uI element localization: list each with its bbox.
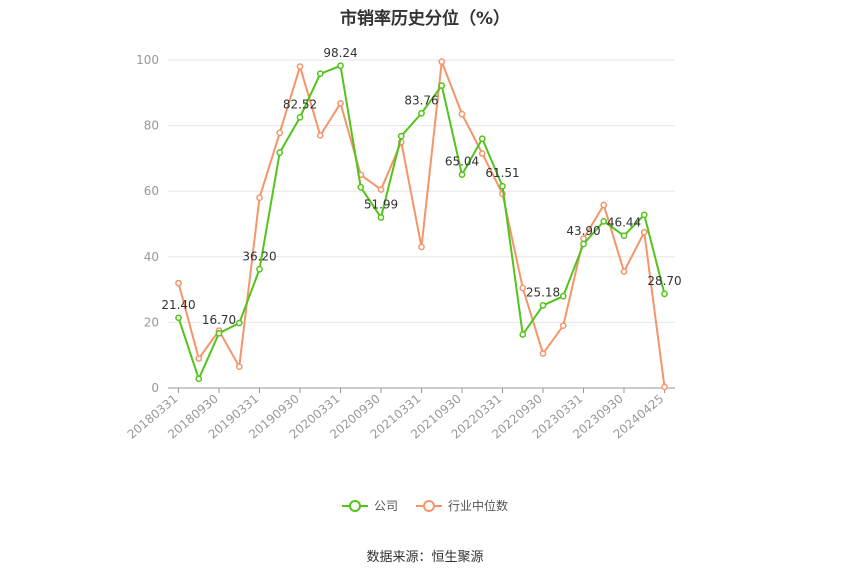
data-point-industry-median (195, 355, 203, 362)
data-point-company (296, 113, 304, 121)
data-point-industry-median (458, 110, 466, 118)
legend-swatch-industry-median (416, 499, 442, 513)
data-point-company (256, 265, 263, 273)
data-point-industry-median (600, 201, 608, 209)
data-point-company (661, 290, 668, 298)
y-tick-label: 0 (151, 381, 159, 395)
data-point-company (438, 82, 446, 89)
y-tick-label: 20 (144, 315, 159, 329)
data-point-industry-median (478, 150, 486, 157)
data-point-industry-median (438, 58, 446, 65)
data-label: 16.70 (202, 313, 236, 327)
data-label: 61.51 (485, 166, 519, 180)
data-label: 21.40 (161, 298, 195, 312)
data-label: 36.20 (242, 249, 276, 263)
data-point-company (580, 240, 587, 248)
legend-label-company: 公司 (373, 499, 398, 513)
data-point-industry-median (316, 132, 324, 139)
y-tick-label: 100 (136, 53, 159, 67)
data-label: 65.04 (445, 155, 479, 169)
data-point-company (316, 70, 324, 78)
data-point-company (276, 149, 284, 156)
data-point-company (337, 62, 344, 70)
data-point-industry-median (519, 284, 527, 292)
data-point-industry-median (276, 129, 284, 137)
data-point-industry-median (559, 322, 567, 330)
y-tick-label: 40 (144, 250, 159, 264)
data-point-company (175, 314, 182, 322)
data-point-company (195, 375, 203, 383)
y-tick-label: 60 (144, 184, 159, 198)
data-label: 83.76 (404, 93, 438, 107)
legend-label-industry-median: 行业中位数 (448, 499, 509, 513)
data-point-industry-median (539, 350, 547, 357)
data-label: 28.70 (647, 274, 681, 288)
chart-title: 市销率历史分位（%） (339, 9, 511, 29)
data-point-industry-median (418, 243, 425, 251)
data-point-company (640, 211, 648, 219)
data-point-company (620, 232, 628, 240)
data-point-company (235, 319, 243, 327)
legend-swatch-company (341, 499, 368, 513)
data-point-company (519, 331, 527, 338)
data-label: 25.18 (526, 285, 560, 299)
data-point-company (357, 183, 365, 191)
axes: 0204060801002018033120180930201903312019… (125, 53, 675, 442)
data-label: 51.99 (364, 197, 398, 211)
data-point-company (499, 182, 506, 190)
data-point-company (559, 292, 567, 300)
data-point-industry-median (661, 383, 668, 391)
data-point-company (539, 302, 547, 309)
data-label: 46.44 (607, 216, 641, 230)
data-point-company (458, 171, 466, 179)
data-label: 43.90 (566, 224, 600, 238)
series-lines (175, 58, 668, 391)
grid-lines (168, 59, 675, 323)
data-point-industry-median (377, 186, 385, 193)
data-point-company (377, 214, 385, 221)
data-point-industry-median (337, 99, 344, 107)
data-point-company (478, 135, 486, 143)
legend-item-industry-median[interactable]: 行业中位数 (416, 497, 508, 514)
legend-item-company[interactable]: 公司 (341, 497, 398, 514)
data-label: 98.24 (323, 46, 357, 60)
data-point-company (600, 218, 608, 225)
data-point-industry-median (175, 279, 182, 287)
data-point-industry-median (296, 63, 304, 70)
data-label: 82.52 (283, 97, 317, 111)
data-point-company (418, 109, 425, 117)
y-tick-label: 80 (144, 119, 159, 133)
line-chart: 0204060801002018033120180930201903312019… (125, 46, 682, 442)
data-labels: 21.40 16.70 36.20 82.52 98.24 51.99 83.76 65.04… (161, 46, 681, 327)
data-point-industry-median (620, 268, 628, 275)
data-point-company (215, 329, 223, 337)
data-point-industry-median (256, 194, 263, 202)
data-point-industry-median (640, 228, 648, 236)
data-point-industry-median (235, 363, 243, 371)
legend: 公司 行业中位数 (0, 497, 850, 514)
data-point-company (397, 132, 405, 140)
source-note: 数据来源：恒生聚源 (366, 550, 484, 565)
